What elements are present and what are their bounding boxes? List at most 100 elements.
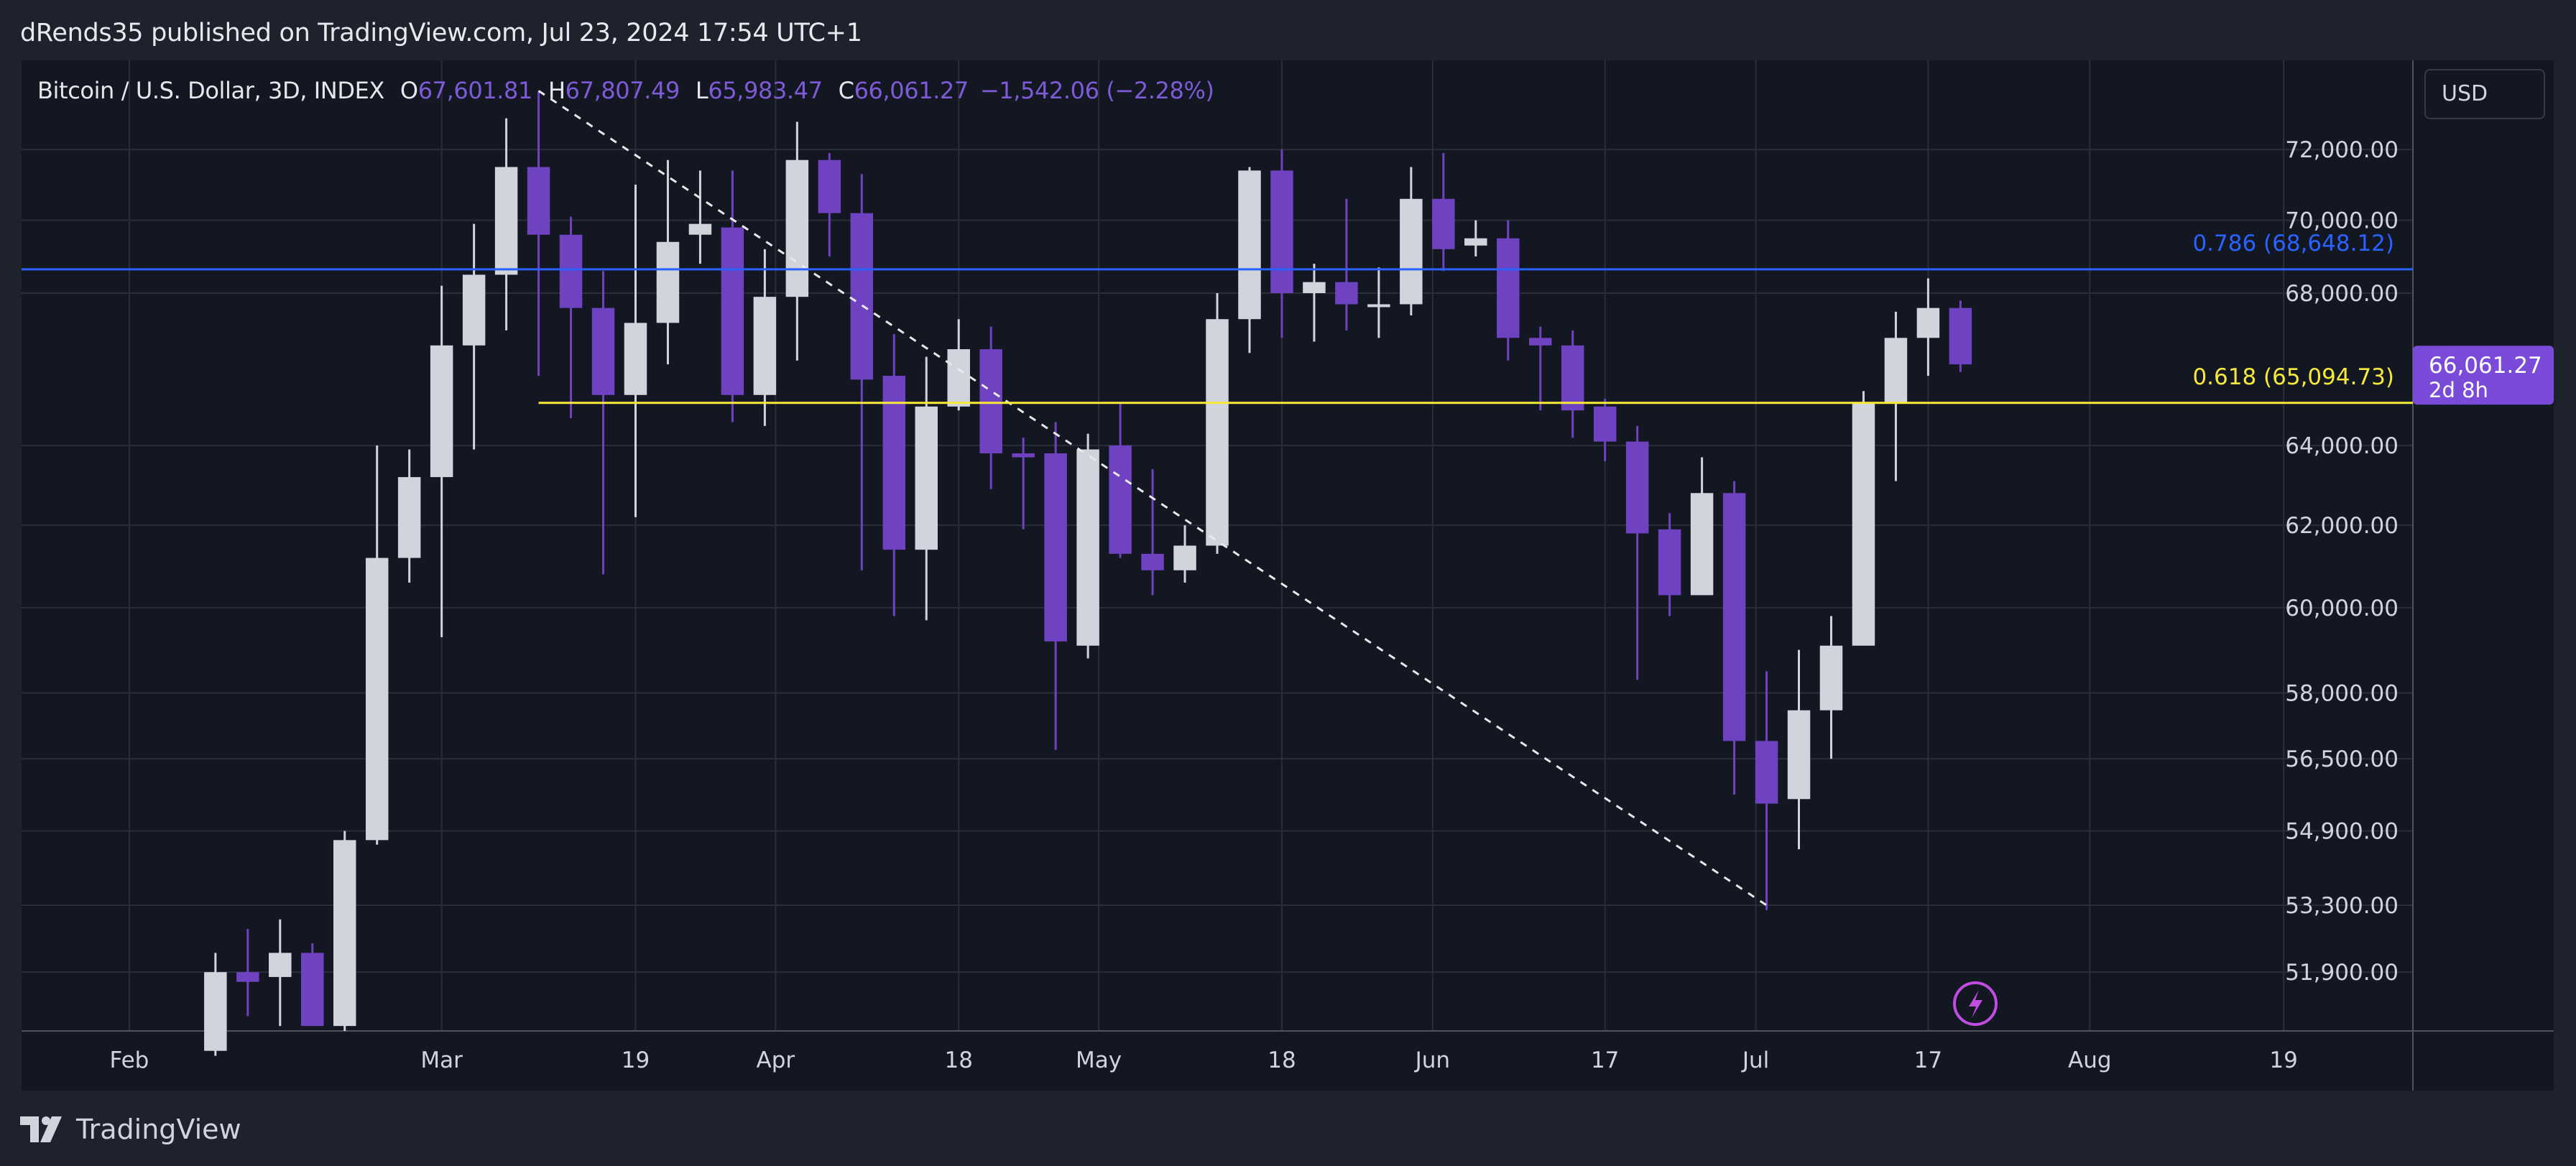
- candle: [1949, 300, 1972, 372]
- candle-body: [753, 297, 777, 395]
- candle-body: [1044, 453, 1067, 642]
- legend-close-value: 66,061.27: [854, 77, 969, 104]
- legend-close-label: C: [838, 77, 854, 104]
- candle-body: [818, 159, 841, 213]
- fib-level-0.786-label: 0.786 (68,648.12): [2192, 231, 2394, 256]
- candle-body: [1270, 170, 1293, 294]
- price-tick-label: 54,900.00: [2285, 819, 2399, 845]
- lightning-icon-bolt: [1969, 990, 1982, 1018]
- tradingview-logo[interactable]: TradingView: [20, 1108, 241, 1151]
- candle: [333, 830, 356, 1031]
- candle-body: [301, 953, 324, 1027]
- candle: [1497, 220, 1520, 361]
- candle: [1819, 616, 1843, 759]
- candle: [236, 929, 259, 1017]
- price-tick-label: 51,900.00: [2285, 960, 2399, 986]
- price-axis-labels: 72,000.00 70,000.00 68,000.00 64,000.00 62,0…: [2285, 137, 2399, 986]
- candle: [1690, 457, 1714, 596]
- candle: [1593, 399, 1617, 462]
- candle: [1109, 402, 1132, 558]
- time-tick-label: Aug: [2068, 1047, 2112, 1073]
- candle: [301, 943, 324, 1027]
- candle-body: [1206, 319, 1229, 546]
- lightning-icon[interactable]: [1953, 981, 1998, 1026]
- candle-body: [1593, 406, 1617, 442]
- candle: [753, 249, 777, 426]
- candle: [785, 121, 809, 361]
- candle: [365, 445, 389, 845]
- price-tick-label: 60,000.00: [2285, 596, 2399, 621]
- candle: [1755, 671, 1778, 910]
- candle-body: [1658, 529, 1681, 596]
- candle-body: [1884, 338, 1908, 403]
- tradingview-logo-icon: [20, 1116, 62, 1142]
- time-tick-label: Jul: [1741, 1047, 1769, 1073]
- time-tick-label: 17: [1914, 1047, 1942, 1073]
- price-tick-label: 72,000.00: [2285, 137, 2399, 163]
- candle: [1238, 167, 1261, 353]
- ohlc-legend: Bitcoin / U.S. Dollar, 3D, INDEX O67,601.…: [37, 72, 1214, 109]
- candle-body: [1690, 493, 1714, 596]
- candle: [1561, 330, 1584, 438]
- candle-body: [494, 167, 518, 275]
- candle: [1076, 433, 1099, 659]
- candle-body: [1528, 338, 1552, 346]
- trendline-dashed: [537, 90, 1768, 907]
- time-tick-label: Apr: [757, 1047, 795, 1073]
- grid-lines: [22, 60, 2413, 1031]
- candle: [1787, 649, 1811, 850]
- price-tick-label: 70,000.00: [2285, 208, 2399, 234]
- candle-body: [204, 972, 227, 1051]
- candle-body: [462, 274, 486, 346]
- candle-body: [1464, 238, 1487, 246]
- candle: [559, 216, 583, 419]
- candle-body: [527, 167, 550, 235]
- time-tick-label: 18: [944, 1047, 972, 1073]
- candle-body: [915, 406, 938, 550]
- time-tick-label: 19: [622, 1047, 650, 1073]
- candles: [204, 91, 1972, 1056]
- time-tick-label: 17: [1591, 1047, 1619, 1073]
- candle: [656, 159, 680, 365]
- candle: [1432, 152, 1455, 272]
- published-caption: dRends35 published on TradingView.com, J…: [20, 19, 862, 47]
- candle-body: [1238, 170, 1261, 320]
- time-tick-label: Jun: [1414, 1047, 1450, 1073]
- time-tick-label: 19: [2269, 1047, 2297, 1073]
- candle: [818, 152, 841, 256]
- candle: [591, 271, 615, 575]
- candle: [1012, 438, 1035, 529]
- candle-body: [1432, 198, 1455, 249]
- candle-body: [1367, 304, 1390, 307]
- candle-body: [1755, 741, 1778, 804]
- candle-body: [1303, 282, 1326, 294]
- legend-change-value: −1,542.06 (−2.28%): [979, 77, 1214, 104]
- candle: [1335, 198, 1358, 330]
- time-tick-label: Mar: [420, 1047, 463, 1073]
- candle: [1367, 267, 1390, 338]
- candle: [430, 285, 453, 637]
- candle-body: [559, 234, 583, 308]
- candle: [397, 449, 421, 583]
- candle: [979, 326, 1002, 489]
- candle-body: [333, 840, 356, 1027]
- candle: [1852, 391, 1875, 646]
- candle: [721, 170, 744, 422]
- candle-body: [1722, 493, 1746, 741]
- candle-body: [688, 223, 712, 235]
- candle-body: [850, 213, 874, 380]
- candle-body: [1625, 441, 1649, 534]
- last-price-tag-bg: [2413, 346, 2554, 405]
- candle-body: [979, 349, 1002, 454]
- bar-countdown: 2d 8h: [2429, 378, 2488, 402]
- candle: [1528, 326, 1552, 411]
- candle-body: [1173, 545, 1196, 570]
- currency-button[interactable]: USD: [2424, 69, 2545, 119]
- candle-body: [1400, 198, 1423, 305]
- candle: [624, 185, 647, 517]
- candle-body: [882, 376, 906, 550]
- candle-body: [1109, 445, 1132, 554]
- candle: [1206, 293, 1229, 554]
